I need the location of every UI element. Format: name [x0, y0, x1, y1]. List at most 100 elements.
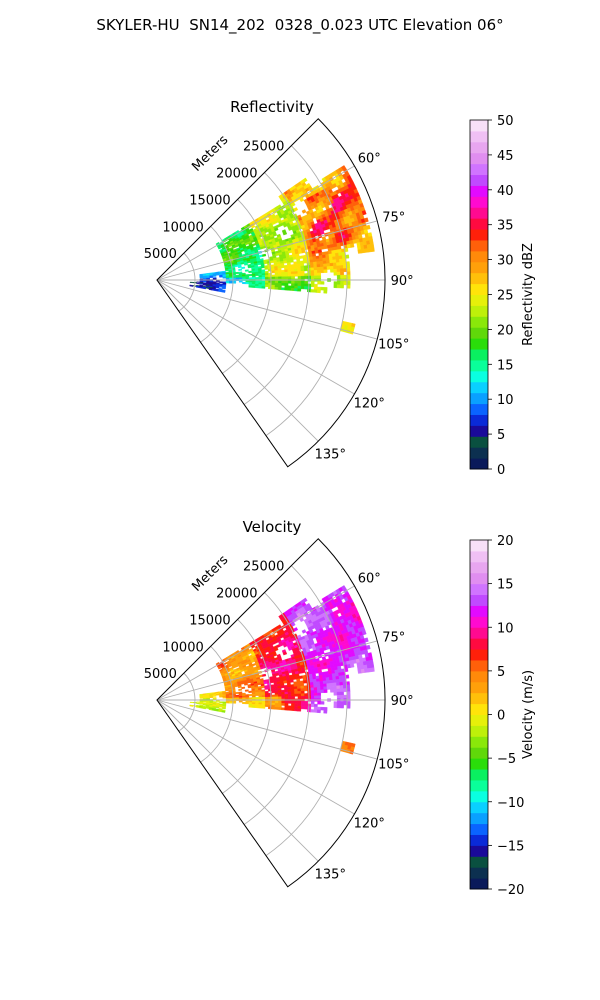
radar-gate [281, 276, 286, 280]
colorbar-swatch [470, 594, 488, 606]
radar-gate [369, 243, 375, 249]
radar-gate [255, 277, 260, 280]
radar-gate [265, 700, 269, 704]
radar-gate [302, 177, 308, 183]
radar-gate [333, 271, 338, 276]
radar-gate [304, 281, 309, 285]
radar-gate [333, 691, 338, 696]
radar-gate [338, 255, 343, 260]
azimuth-line [156, 640, 378, 701]
radar-gate [301, 669, 306, 674]
colorbar-swatch [470, 583, 488, 596]
colorbar-tick-label: −5 [497, 752, 516, 767]
radar-gate [282, 651, 288, 656]
radar-gate [218, 705, 223, 708]
radar-gate [225, 701, 230, 704]
radar-gate [248, 690, 253, 694]
radar-gate [343, 701, 348, 706]
radar-gate [284, 283, 289, 286]
radar-gate [222, 696, 227, 699]
range-tick-label: 15000 [189, 613, 230, 628]
radar-gate [281, 703, 286, 706]
radar-gate [316, 684, 321, 688]
radar-gate [323, 683, 328, 688]
radar-gate [301, 275, 305, 279]
radar-gate [320, 281, 325, 285]
azimuth-line [156, 279, 355, 395]
radar-gate [292, 256, 297, 260]
radar-gate [238, 277, 243, 280]
radar-gate [281, 280, 286, 284]
colorbar-tick-label: −10 [497, 796, 524, 811]
radar-gate [245, 702, 250, 705]
radar-gate [340, 694, 344, 699]
radar-gate [238, 696, 243, 698]
radar-gate [313, 703, 318, 708]
radar-gate [260, 685, 265, 689]
range-tick-label: 15000 [189, 193, 230, 208]
colorbar-swatch [470, 561, 488, 574]
radar-gate [258, 275, 263, 278]
radar-gate [290, 271, 295, 275]
radar-gate [294, 285, 299, 289]
angle-tick-label: 120° [354, 817, 385, 832]
colorbar-swatch [470, 845, 488, 857]
radar-gate [302, 597, 308, 603]
radar-gate [326, 266, 331, 270]
range-ring [243, 172, 310, 405]
radar-gate [248, 273, 253, 277]
radar-gate [215, 693, 220, 696]
radar-gate [297, 690, 302, 695]
radar-gate [335, 258, 340, 263]
radar-gate [238, 697, 243, 700]
radar-gate [281, 287, 285, 291]
radar-gate [274, 286, 279, 290]
radar-gate [298, 670, 303, 674]
radar-gate [310, 270, 315, 274]
radar-gate [336, 262, 341, 267]
radar-gate [336, 265, 341, 270]
radar-gate [258, 674, 263, 678]
radar-gate [363, 217, 369, 223]
radar-gate [304, 695, 309, 699]
radar-gate [243, 682, 248, 686]
radar-gate [297, 705, 302, 710]
radar-gate [261, 693, 266, 696]
radar-gate [323, 686, 328, 691]
radar-gate [225, 281, 230, 284]
radar-gate [225, 689, 229, 692]
radar-gate [339, 688, 344, 693]
angle-tick-label: 135° [315, 867, 346, 882]
radar-gate [320, 269, 325, 274]
radar-gate [287, 273, 292, 277]
radar-gate [293, 627, 299, 632]
angle-tick-label: 135° [315, 447, 346, 462]
radar-gate [323, 269, 328, 273]
radar-gate [300, 703, 305, 707]
radar-gate [281, 274, 286, 277]
radar-gate [264, 284, 269, 288]
radar-gate [274, 694, 279, 698]
radar-gate [333, 268, 338, 273]
range-ring [222, 619, 272, 794]
radar-gate [248, 277, 253, 280]
colorbar-swatch [470, 823, 488, 835]
colorbar-tick-label: 45 [497, 149, 514, 164]
radar-gate [317, 281, 321, 285]
radar-gate [310, 709, 315, 713]
radar-gate [294, 268, 298, 272]
radar-gate [310, 684, 315, 689]
colorbar-swatch [470, 436, 488, 448]
radar-gate [278, 274, 282, 278]
radar-gate [262, 673, 267, 677]
radar-gate [338, 675, 343, 680]
radar-gate [290, 707, 295, 712]
radar-gate [189, 701, 194, 704]
radar-gate [336, 688, 341, 693]
colorbar-swatch [470, 758, 488, 770]
radar-gate [317, 701, 321, 705]
radar-gate [208, 288, 213, 291]
angle-tick-label: 75° [382, 631, 405, 646]
colorbar-tick-label: 50 [497, 114, 514, 129]
radar-gate [333, 685, 338, 690]
